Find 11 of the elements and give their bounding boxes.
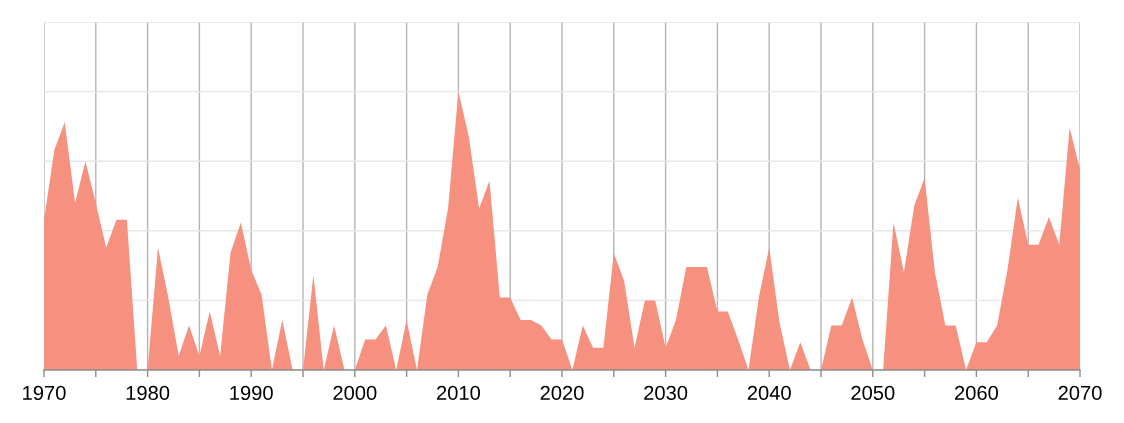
x-tick-label: 1970 <box>23 385 66 401</box>
x-tick-label: 2060 <box>955 385 999 401</box>
x-tick-label: 2040 <box>747 385 791 401</box>
x-tick-label: 2010 <box>437 385 481 401</box>
x-tick-label: 1980 <box>126 385 170 401</box>
x-tick-label: 1990 <box>230 385 273 401</box>
x-tick-label: 2070 <box>1058 385 1102 401</box>
x-tick-label: 2030 <box>644 385 688 401</box>
x-tick-label: 2020 <box>540 385 584 401</box>
x-tick-label: 2050 <box>851 385 895 401</box>
x-tick-label: 2000 <box>333 385 377 401</box>
